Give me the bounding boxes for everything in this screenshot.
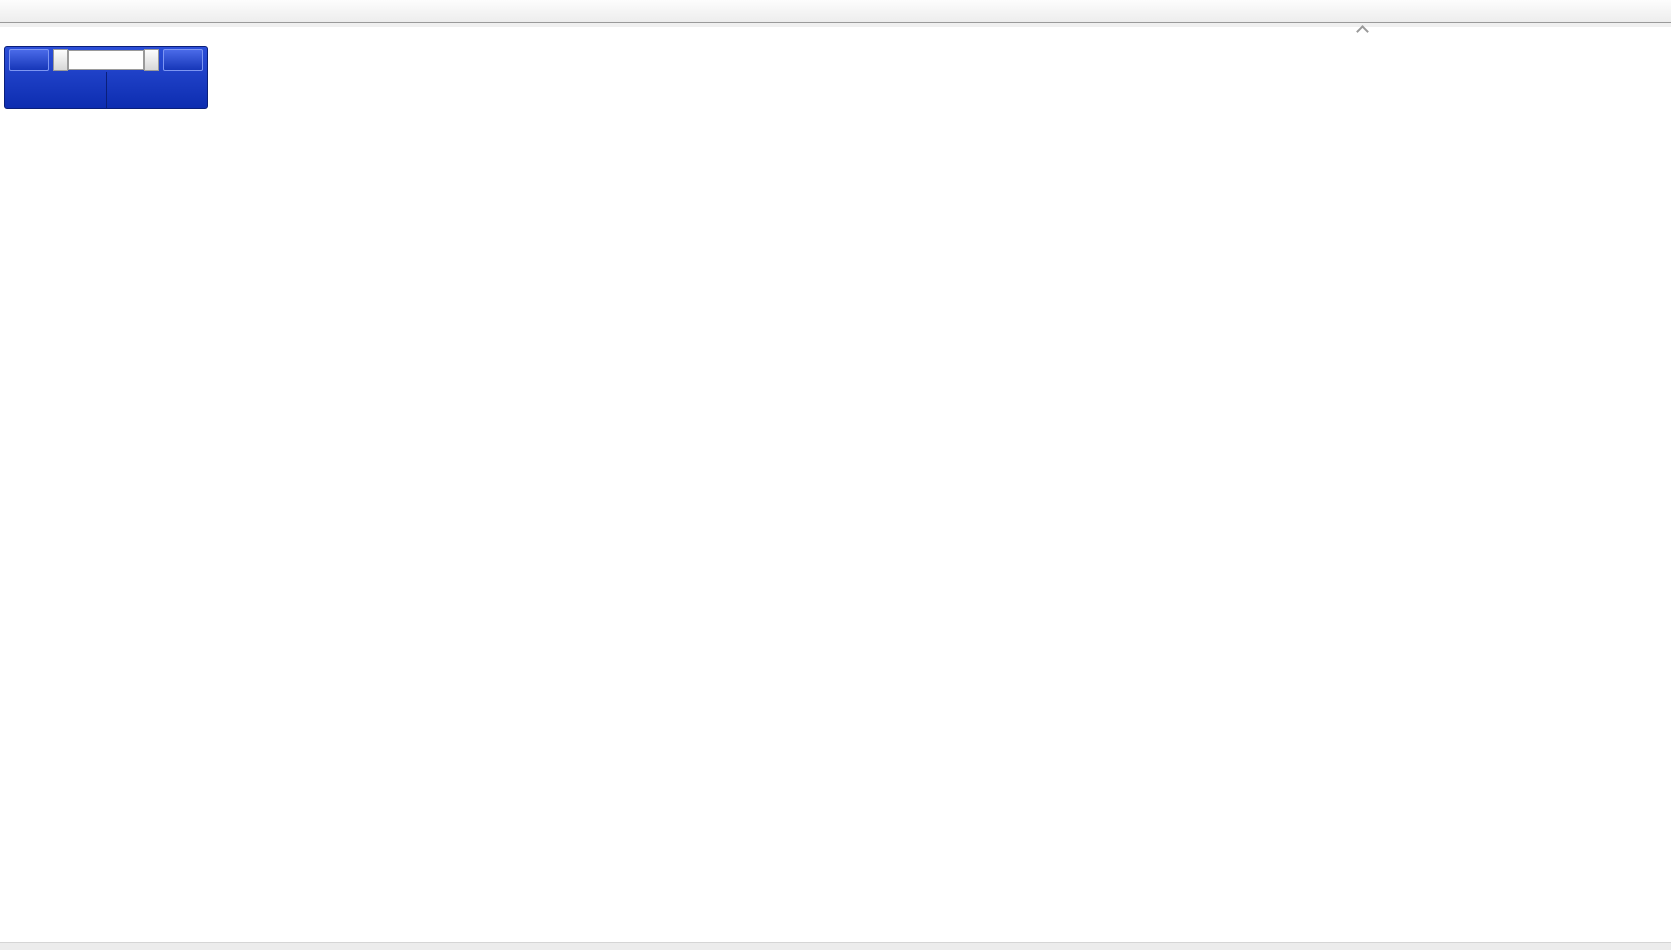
sell-button[interactable] <box>9 49 49 71</box>
volume-decrease-button[interactable] <box>53 49 68 71</box>
chevron-up-icon[interactable] <box>1358 27 1367 33</box>
volume-input[interactable] <box>68 50 144 70</box>
one-click-trade-panel <box>4 46 208 109</box>
trade-controls-row <box>5 49 207 71</box>
sell-price-button[interactable] <box>5 72 107 108</box>
toolbar <box>0 0 1671 23</box>
volume-increase-button[interactable] <box>144 49 159 71</box>
buy-button[interactable] <box>163 49 203 71</box>
buy-price-button[interactable] <box>107 72 208 108</box>
symbol-info-bar <box>5 30 15 42</box>
trade-prices-row <box>5 72 207 108</box>
